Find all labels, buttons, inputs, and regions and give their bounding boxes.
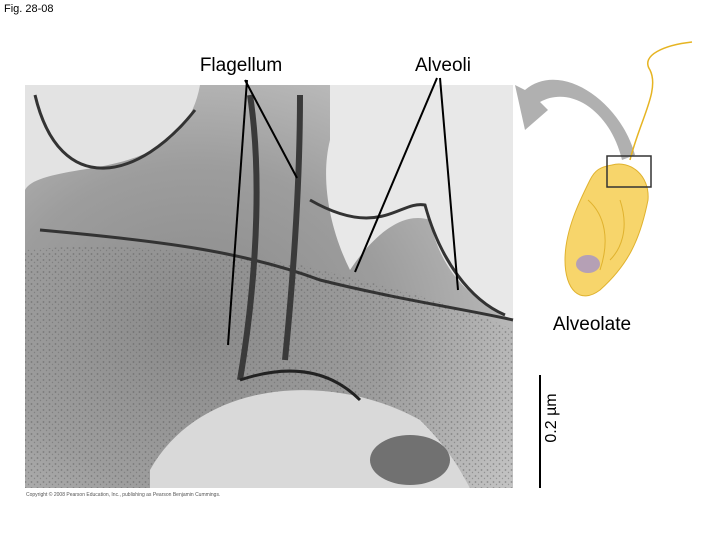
- flagellum-label: Flagellum: [200, 55, 282, 76]
- scale-bar-label: 0.2 µm: [543, 393, 560, 442]
- alveolate-label: Alveolate: [553, 314, 631, 335]
- alveolate-illustration: [515, 41, 693, 297]
- micrograph: [25, 85, 514, 488]
- figure-number: Fig. 28-08: [4, 3, 54, 15]
- leader-lines: [227, 77, 459, 346]
- alveoli-label: Alveoli: [415, 55, 471, 76]
- credit: Copyright © 2008 Pearson Education, Inc.…: [26, 491, 220, 498]
